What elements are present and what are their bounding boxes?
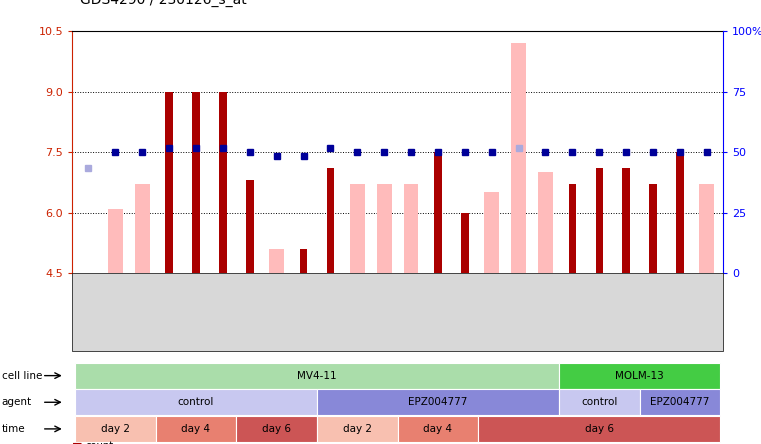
Text: day 6: day 6 — [262, 424, 291, 434]
Text: EPZ004777: EPZ004777 — [650, 397, 709, 407]
Text: day 4: day 4 — [423, 424, 453, 434]
Text: MV4-11: MV4-11 — [297, 371, 337, 381]
Bar — [511, 43, 526, 273]
Bar — [300, 249, 307, 273]
Bar — [219, 91, 227, 273]
Text: EPZ004777: EPZ004777 — [408, 397, 468, 407]
Text: count: count — [86, 441, 114, 444]
Text: cell line: cell line — [2, 371, 42, 381]
Text: ■: ■ — [72, 441, 83, 444]
Bar — [135, 184, 150, 273]
Bar — [461, 213, 469, 273]
Text: control: control — [581, 397, 617, 407]
Bar — [699, 184, 715, 273]
Text: day 4: day 4 — [181, 424, 211, 434]
Bar — [108, 209, 123, 273]
Bar — [377, 184, 392, 273]
Bar — [165, 91, 173, 273]
Text: day 2: day 2 — [342, 424, 372, 434]
Bar — [484, 192, 499, 273]
Bar — [246, 180, 253, 273]
Bar — [193, 91, 199, 273]
Text: MOLM-13: MOLM-13 — [615, 371, 664, 381]
Bar — [326, 168, 334, 273]
Bar — [538, 172, 553, 273]
Text: day 2: day 2 — [100, 424, 130, 434]
Text: agent: agent — [2, 397, 32, 407]
Bar — [568, 184, 576, 273]
Text: control: control — [178, 397, 214, 407]
Bar — [269, 249, 284, 273]
Bar — [649, 184, 657, 273]
Bar — [677, 152, 683, 273]
Bar — [403, 184, 419, 273]
Text: GDS4290 / 230126_s_at: GDS4290 / 230126_s_at — [80, 0, 247, 7]
Bar — [435, 152, 441, 273]
Text: day 6: day 6 — [584, 424, 614, 434]
Bar — [350, 184, 365, 273]
Bar — [596, 168, 603, 273]
Bar — [622, 168, 630, 273]
Text: time: time — [2, 424, 25, 434]
